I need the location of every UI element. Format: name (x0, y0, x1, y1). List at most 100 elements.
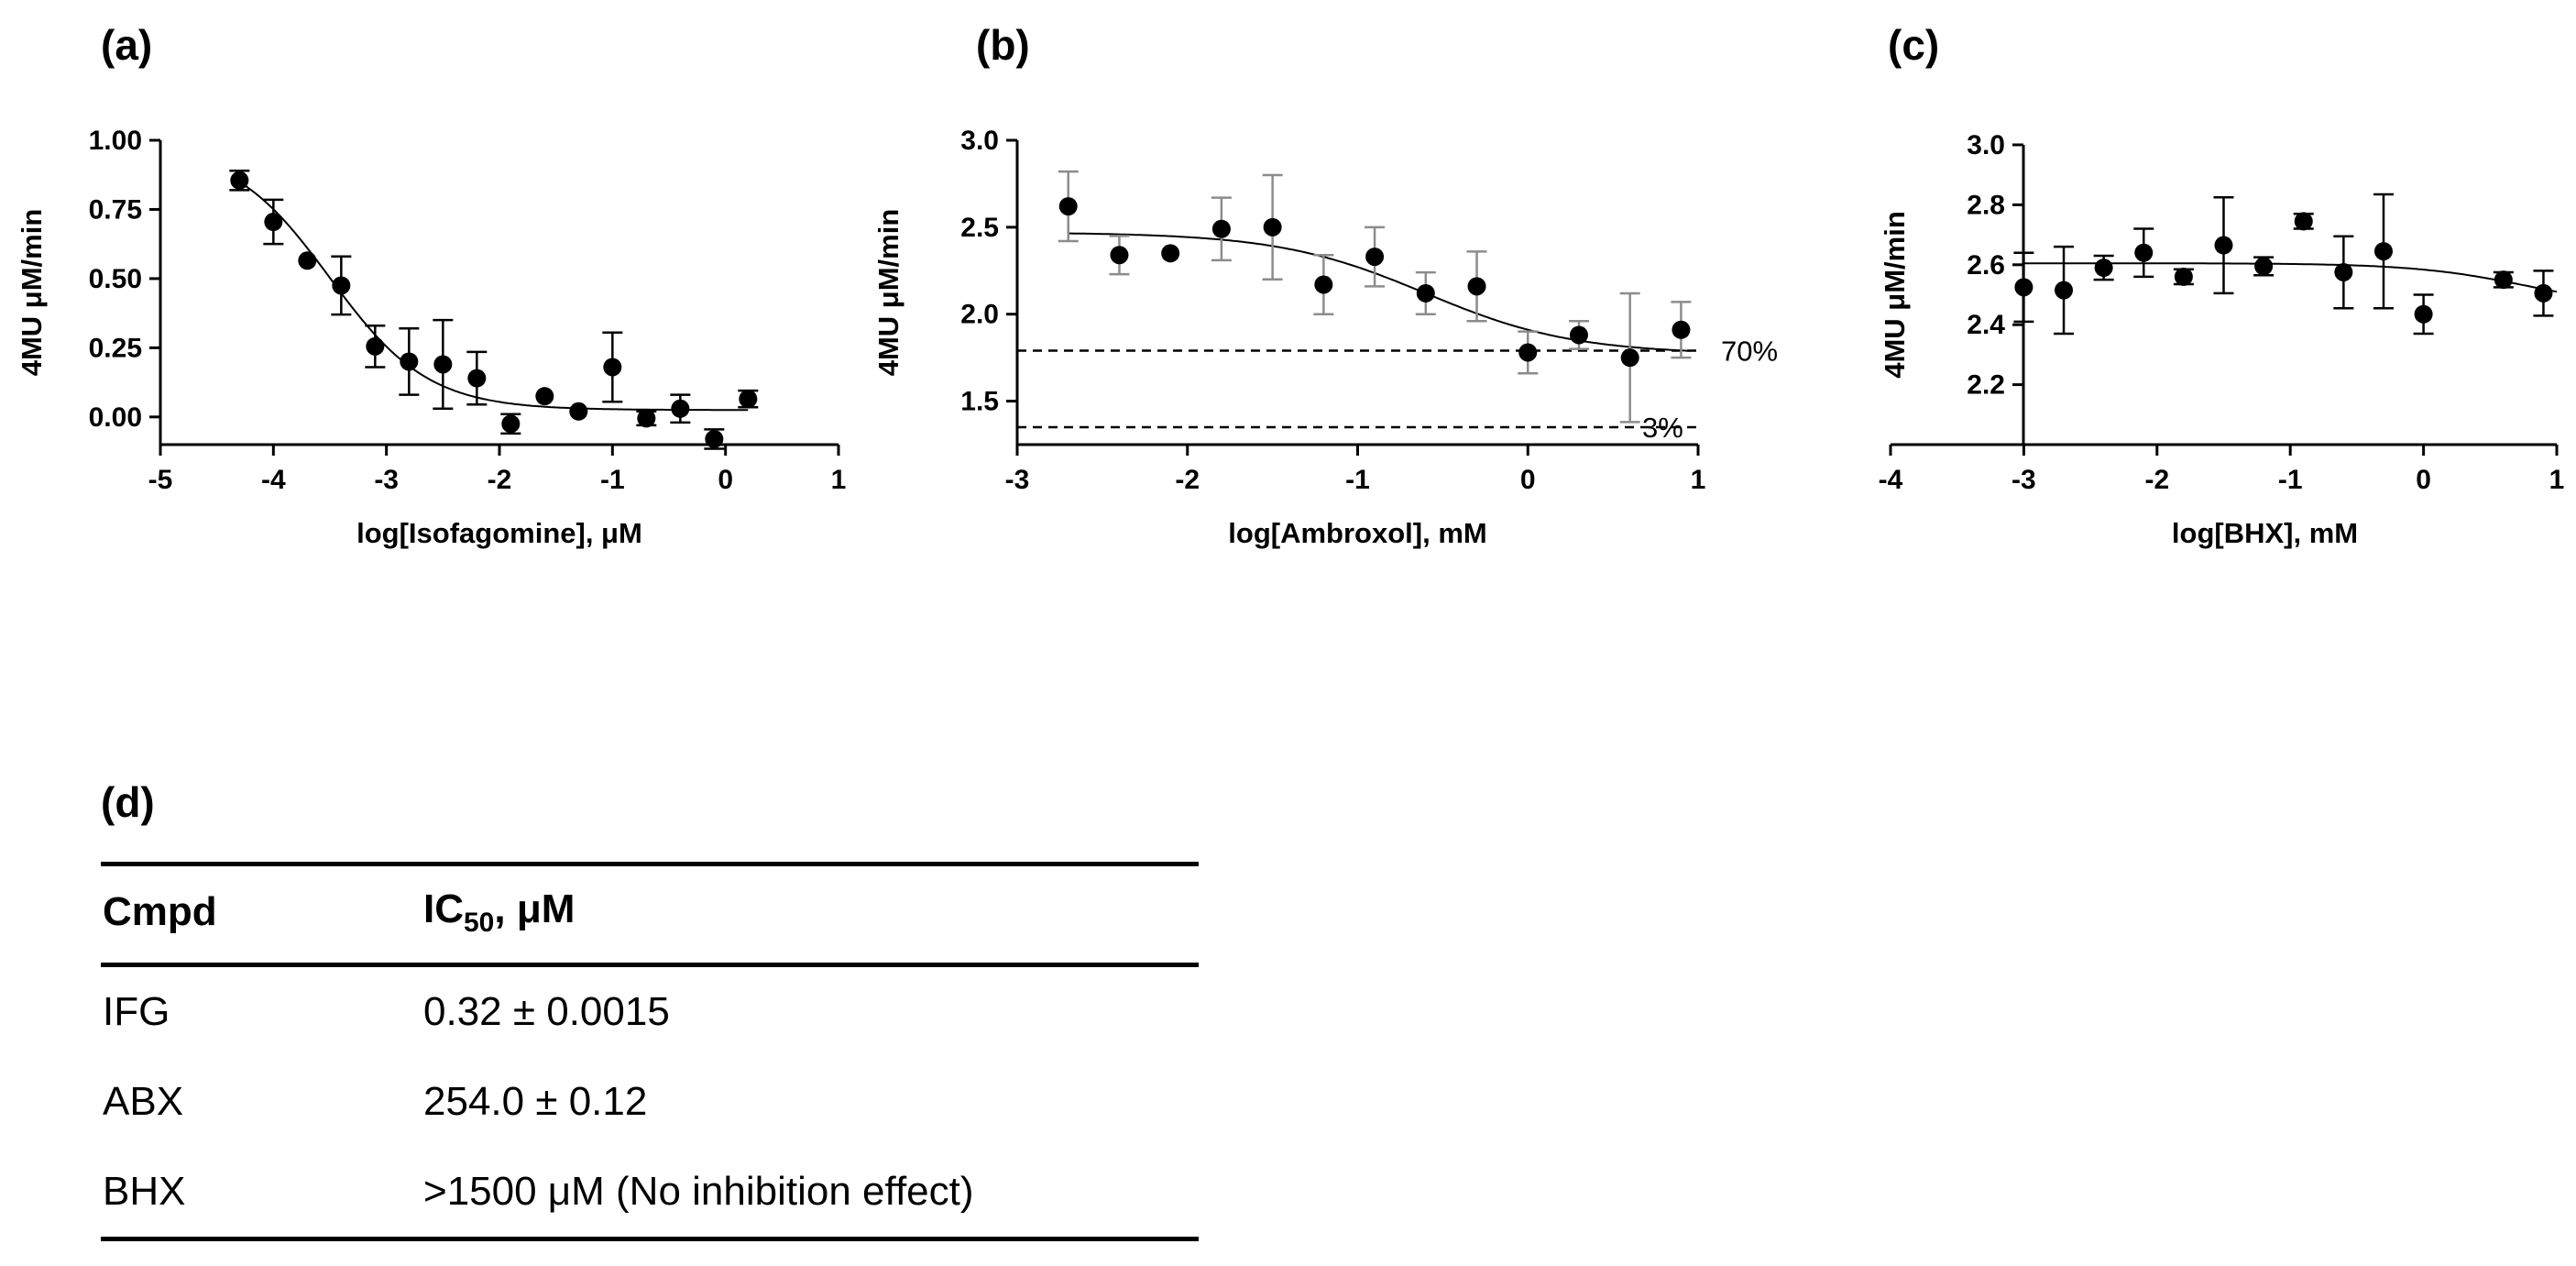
cell-cmpd: ABX (103, 1078, 184, 1124)
data-point (1263, 217, 1282, 237)
ic50-table-container: Cmpd IC50, μM IFG 0.32 ± 0.0015 ABX 254.… (101, 862, 1199, 1241)
data-point (2414, 304, 2433, 324)
data-point (1058, 197, 1078, 216)
x-tick-label: -5 (148, 465, 173, 495)
data-point (2334, 262, 2353, 281)
y-tick-label: 2.0 (960, 300, 999, 330)
x-tick-label: 0 (718, 465, 733, 495)
header-ic50: IC50, μM (423, 862, 1199, 967)
cell-ic50: >1500 μM (No inhibition effect) (423, 1146, 1199, 1241)
x-tick-label: 1 (831, 465, 847, 495)
y-tick-label: 2.5 (960, 213, 999, 243)
data-point (2094, 259, 2113, 278)
x-tick-label: 1 (2549, 465, 2565, 495)
panel-label-a: (a) (101, 21, 152, 69)
y-tick-label: 0.50 (89, 264, 142, 294)
y-tick-label: 2.6 (1967, 250, 2005, 281)
data-point (1365, 248, 1385, 267)
y-axis-label: 4MU μM/min (16, 209, 48, 377)
data-point (2254, 257, 2274, 276)
y-tick-label: 2.2 (1967, 370, 2005, 401)
data-point (2494, 270, 2513, 290)
header-ic50-unit: , μM (494, 886, 575, 931)
data-point (603, 358, 622, 377)
x-tick-label: -2 (2144, 465, 2169, 495)
table-header-row: Cmpd IC50, μM (101, 862, 1199, 967)
panel-label-b: (b) (976, 21, 1030, 69)
x-tick-label: -1 (600, 465, 625, 495)
x-tick-label: -3 (2011, 465, 2036, 495)
x-tick-label: -2 (1175, 465, 1200, 495)
x-tick-label: -1 (1345, 465, 1370, 495)
data-point (1416, 283, 1435, 303)
data-point (366, 336, 385, 356)
y-axis-label: 4MU μM/min (1879, 211, 1911, 379)
panel-label-c: (c) (1888, 21, 1939, 69)
x-tick-label: -4 (261, 465, 286, 495)
data-point (637, 409, 656, 428)
reference-line-label: 3% (1642, 412, 1683, 444)
y-tick-label: 3.0 (1967, 130, 2005, 160)
cell-ic50: 254.0 ± 0.12 (423, 1078, 648, 1124)
y-tick-label: 1.5 (960, 387, 999, 417)
header-ic50-sub: 50 (464, 907, 495, 938)
y-tick-label: 3.0 (960, 126, 999, 156)
y-tick-label: 2.8 (1967, 190, 2005, 220)
y-tick-label: 2.4 (1967, 310, 2005, 340)
data-point (2373, 242, 2393, 261)
data-point (433, 355, 453, 374)
data-point (298, 251, 317, 270)
x-axis-label: log[Isofagomine], μM (356, 517, 642, 549)
chart-panel-b: (b) -3 -2 -1 0 1 1.5 2.0 2.5 3.0 log[Ambroxol], mM… (872, 21, 1778, 549)
fit-curve (1068, 232, 1690, 352)
data-point (332, 276, 351, 295)
data-point (400, 352, 419, 371)
data-point (739, 390, 758, 409)
x-tick-label: 0 (1520, 465, 1536, 495)
data-point (535, 387, 554, 406)
data-point (1211, 219, 1231, 238)
y-tick-label: 0.75 (89, 194, 142, 225)
data-point (671, 399, 690, 418)
x-axis-label: log[BHX], mM (2172, 517, 2358, 549)
data-point (1672, 320, 1691, 339)
y-tick-label: 0.00 (89, 402, 142, 433)
fit-curve (233, 177, 749, 412)
table-row: IFG 0.32 ± 0.0015 (101, 964, 1199, 1057)
data-point (1620, 348, 1639, 368)
panel-label-d: (d) (101, 778, 155, 826)
x-tick-label: 0 (2416, 465, 2431, 495)
x-axis-label: log[Ambroxol], mM (1228, 517, 1486, 549)
data-point (467, 369, 487, 388)
x-tick-label: -4 (1879, 465, 1903, 495)
header-ic50-main: IC (423, 886, 464, 931)
ic50-table: Cmpd IC50, μM IFG 0.32 ± 0.0015 ABX 254.… (101, 862, 1199, 1241)
data-point (2534, 283, 2553, 303)
data-point (2134, 243, 2154, 262)
data-point (501, 414, 521, 434)
chart-panel-c: (c) -4 -3 -2 -1 0 1 2.2 2.4 2.6 2.8 3.0 log[BHX], mM… (1879, 21, 2565, 549)
table-row: ABX 254.0 ± 0.12 (101, 1057, 1199, 1147)
data-point (264, 213, 283, 232)
data-point (1518, 343, 1538, 362)
data-point (2055, 281, 2074, 300)
data-point (569, 402, 588, 421)
header-cmpd: Cmpd (101, 862, 423, 967)
chart-panel-a: (a) -5 -4 -3 -2 -1 0 1 0.00 0.25 0.50 0.75 1.00 log[I… (16, 21, 846, 549)
cell-ic50: 0.32 ± 0.0015 (423, 988, 670, 1034)
data-point (1467, 277, 1486, 296)
x-tick-label: -3 (1005, 465, 1030, 495)
data-point (230, 171, 249, 190)
x-tick-label: -1 (2278, 465, 2303, 495)
y-axis-label: 4MU μM/min (872, 209, 904, 377)
data-point (705, 429, 724, 448)
table-row: BHX >1500 μM (No inhibition effect) (101, 1146, 1199, 1241)
data-point (2214, 236, 2233, 255)
fit-curve (2023, 262, 2558, 293)
cell-cmpd: IFG (103, 988, 170, 1034)
y-tick-label: 0.25 (89, 333, 142, 363)
reference-line-label: 70% (1721, 336, 1778, 368)
x-tick-label: -2 (488, 465, 512, 495)
data-point (2174, 267, 2193, 286)
y-tick-label: 1.00 (89, 126, 142, 156)
